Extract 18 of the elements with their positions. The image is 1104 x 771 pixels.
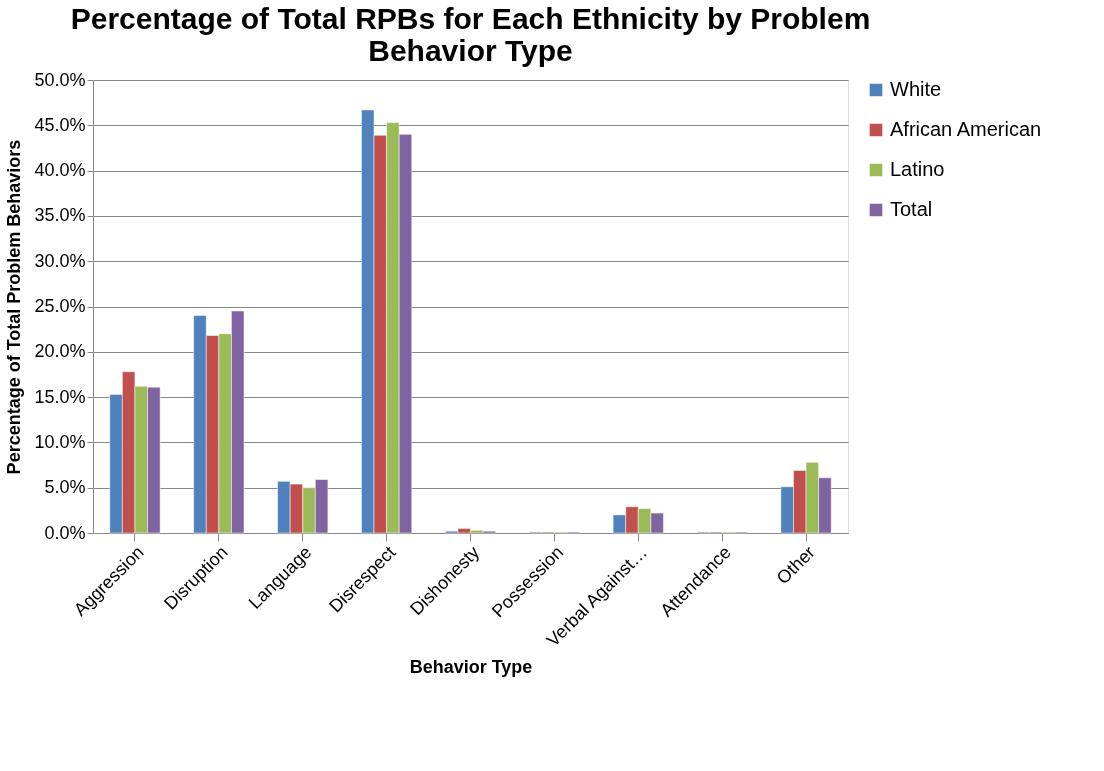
y-tick-label: 35.0% [34, 205, 86, 226]
y-tick-label: 30.0% [34, 250, 86, 271]
legend-label: African American [890, 118, 1042, 140]
y-axis-title: Percentage of Total Problem Behaviors [4, 139, 25, 475]
y-tick-label: 5.0% [44, 477, 86, 498]
legend-label: Latino [890, 158, 945, 180]
y-tick-label: 45.0% [34, 114, 86, 135]
legend-label: Total [890, 198, 933, 220]
y-tick-label: 20.0% [34, 341, 86, 362]
y-tick-label: 50.0% [34, 69, 86, 90]
y-tick-label: 10.0% [34, 431, 86, 452]
y-tick-label: 25.0% [34, 296, 86, 316]
y-tick-label: 0.0% [44, 522, 86, 543]
y-tick-label: 40.0% [34, 160, 86, 181]
chart-title: Percentage of Total RPBs for Each Ethnicity by Problem Behavior Type [70, 2, 871, 67]
x-axis-title: Behavior Type [409, 657, 533, 678]
y-tick-label: 15.0% [34, 386, 86, 407]
legend-label: White [890, 78, 942, 100]
